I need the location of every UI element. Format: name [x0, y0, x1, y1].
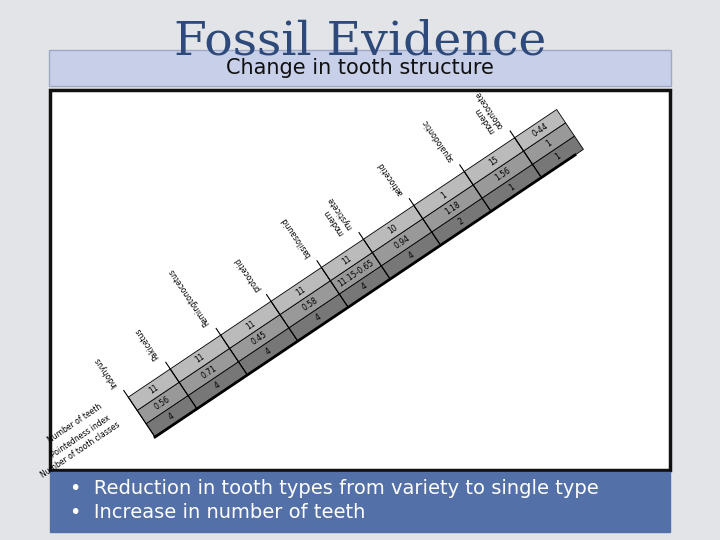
- Polygon shape: [230, 315, 289, 362]
- Text: Number of teeth: Number of teeth: [46, 402, 103, 445]
- Polygon shape: [372, 219, 432, 266]
- Text: •  Increase in number of teeth: • Increase in number of teeth: [70, 503, 365, 522]
- Polygon shape: [238, 328, 298, 375]
- Text: 4: 4: [213, 380, 222, 390]
- Text: basilosaurid: basilosaurid: [279, 215, 312, 259]
- Text: modern
odontocete: modern odontocete: [466, 89, 505, 135]
- Text: 4: 4: [167, 411, 176, 421]
- Text: Remingtonocetus: Remingtonocetus: [167, 266, 212, 327]
- FancyBboxPatch shape: [49, 50, 671, 86]
- Polygon shape: [321, 239, 372, 281]
- Polygon shape: [220, 301, 280, 348]
- Polygon shape: [515, 110, 566, 151]
- Text: 0.94: 0.94: [392, 234, 412, 251]
- Bar: [50, 472, 670, 532]
- Text: Fossil Evidence: Fossil Evidence: [174, 19, 546, 65]
- Text: 1: 1: [439, 190, 448, 200]
- Polygon shape: [289, 294, 348, 341]
- Text: 4: 4: [314, 313, 323, 323]
- Polygon shape: [523, 123, 575, 164]
- Polygon shape: [339, 266, 390, 307]
- Text: aetiocetid: aetiocetid: [376, 160, 405, 197]
- Polygon shape: [423, 185, 482, 232]
- Polygon shape: [414, 172, 473, 219]
- Polygon shape: [382, 232, 441, 279]
- Text: 11: 11: [294, 285, 307, 298]
- Text: •  Reduction in tooth types from variety to single type: • Reduction in tooth types from variety …: [70, 478, 599, 497]
- Polygon shape: [179, 348, 238, 395]
- Polygon shape: [146, 395, 197, 437]
- Text: squalodontic: squalodontic: [420, 117, 455, 163]
- Text: Change in tooth structure: Change in tooth structure: [226, 58, 494, 78]
- Text: 1.18: 1.18: [443, 200, 462, 217]
- Text: 10: 10: [387, 222, 400, 235]
- Text: 11: 11: [194, 352, 207, 365]
- Text: 11: 11: [148, 383, 160, 396]
- Text: Number of tooth classes: Number of tooth classes: [39, 420, 121, 480]
- Text: 0.56: 0.56: [153, 395, 172, 411]
- Text: 1: 1: [544, 138, 554, 149]
- Polygon shape: [138, 382, 188, 424]
- Polygon shape: [330, 253, 382, 294]
- Text: Pakicetus: Pakicetus: [133, 326, 161, 361]
- Text: 2: 2: [457, 217, 466, 227]
- Polygon shape: [364, 205, 423, 253]
- Text: modern
mysticete: modern mysticete: [318, 194, 354, 237]
- Polygon shape: [482, 164, 541, 211]
- Polygon shape: [533, 136, 583, 178]
- Text: 0.71: 0.71: [199, 363, 218, 380]
- Text: 4: 4: [360, 281, 369, 292]
- Text: Indohyus: Indohyus: [92, 355, 120, 389]
- Polygon shape: [432, 198, 491, 245]
- Text: 1.56: 1.56: [493, 166, 513, 183]
- Bar: [50, 90, 670, 470]
- Polygon shape: [464, 138, 523, 185]
- Text: Pointedness index: Pointedness index: [50, 414, 112, 460]
- Polygon shape: [473, 151, 533, 198]
- Text: 0.58: 0.58: [300, 296, 319, 313]
- Text: 11: 11: [244, 319, 257, 331]
- Text: 1: 1: [554, 152, 562, 162]
- Polygon shape: [170, 335, 230, 382]
- Text: 11: 11: [341, 254, 354, 266]
- Text: 0.45: 0.45: [250, 329, 269, 347]
- Text: 0-44: 0-44: [531, 122, 550, 139]
- Text: 11.15-0.65: 11.15-0.65: [336, 258, 375, 288]
- Polygon shape: [271, 267, 330, 315]
- Text: 15: 15: [487, 155, 500, 168]
- Text: 1: 1: [508, 183, 516, 193]
- Text: 4: 4: [406, 251, 415, 261]
- Polygon shape: [280, 281, 339, 328]
- Polygon shape: [188, 362, 248, 409]
- Text: 4: 4: [264, 346, 273, 356]
- Text: protocetid: protocetid: [233, 255, 262, 293]
- Polygon shape: [128, 369, 179, 410]
